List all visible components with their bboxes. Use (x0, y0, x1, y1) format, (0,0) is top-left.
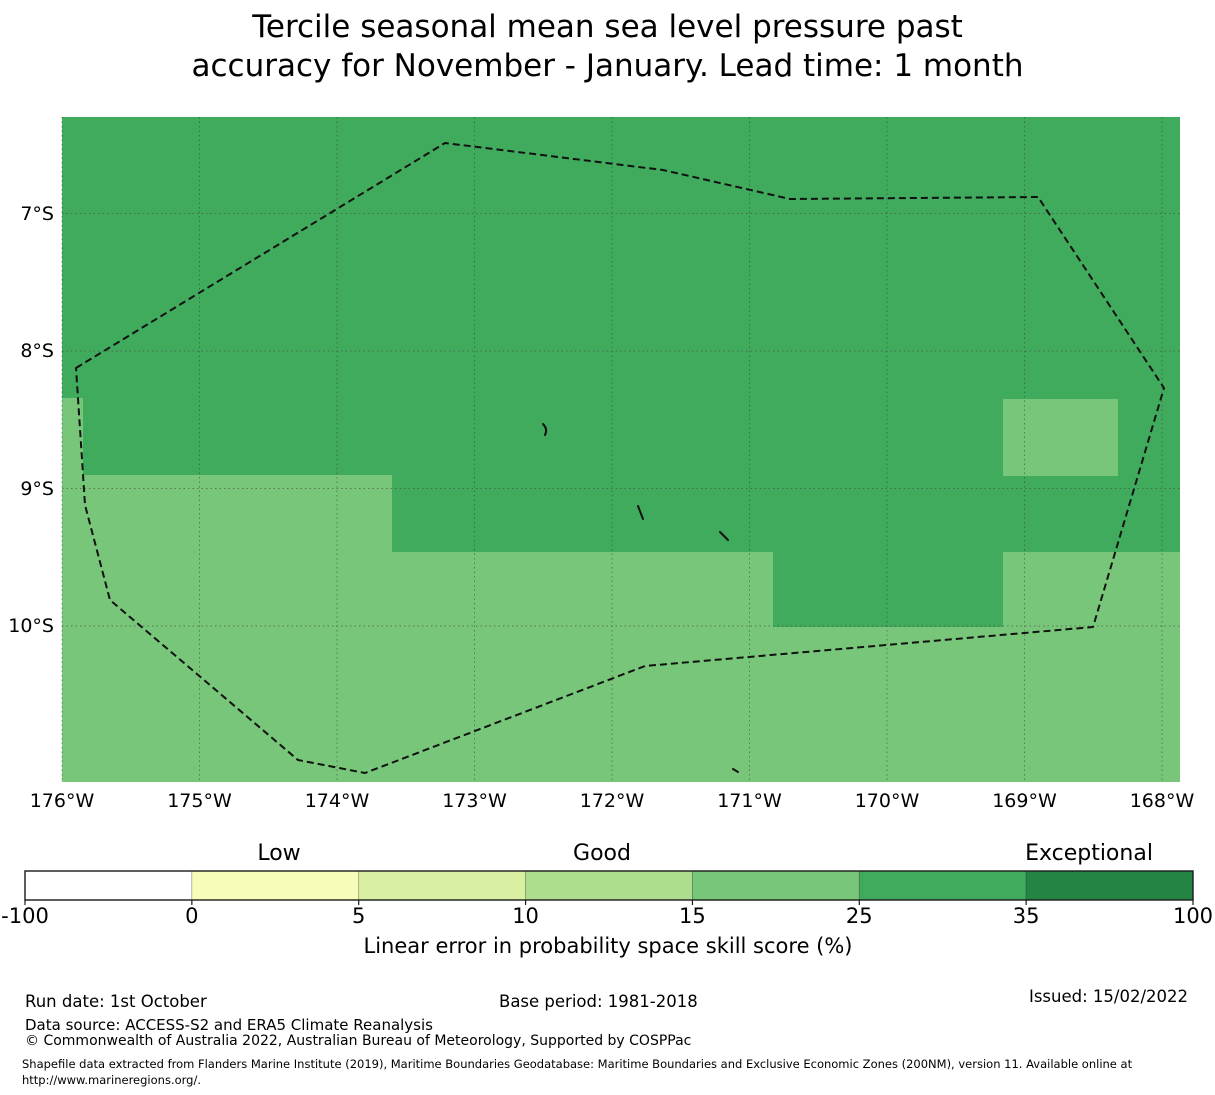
y-tick-label: 9°S (20, 477, 54, 500)
colorbar-frame (24, 870, 1194, 901)
x-tick-label: 173°W (442, 790, 507, 812)
issued-date-text: Issued: 15/02/2022 (1028, 987, 1188, 1006)
chart-title-line1: Tercile seasonal mean sea level pressure… (252, 9, 963, 45)
shapefile-attribution-line1: Shapefile data extracted from Flanders M… (22, 1057, 1133, 1071)
colorbar (24, 870, 1194, 905)
island-marks (542, 423, 739, 773)
colorbar-tick-label: -100 (1, 904, 49, 928)
map-area (62, 117, 1180, 782)
chart-title-line2: accuracy for November - January. Lead ti… (191, 48, 1024, 84)
x-tick-label: 176°W (29, 790, 95, 812)
x-tick-label: 174°W (304, 790, 370, 812)
colorbar-tick-label: 25 (845, 904, 873, 928)
map-region-light (62, 475, 392, 552)
y-tick-label: 8°S (20, 340, 54, 362)
eez-boundary-line (75, 142, 1165, 774)
map-region-light (1003, 399, 1118, 476)
data-source-text: Data source: ACCESS-S2 and ERA5 Climate … (25, 1016, 433, 1034)
colorbar-category-label: Low (257, 841, 301, 866)
copyright-text: © Commonwealth of Australia 2022, Austra… (25, 1033, 692, 1049)
colorbar-tick-label: 35 (1012, 904, 1040, 928)
colorbar-segment (358, 870, 526, 901)
run-date-text: Run date: 1st October (25, 992, 207, 1011)
x-tick-label: 172°W (579, 790, 645, 812)
colorbar-category-label: Good (573, 841, 631, 866)
x-tick-label: 171°W (717, 790, 782, 812)
island-outline (719, 531, 729, 541)
island-outline (637, 505, 644, 520)
colorbar-tick-label: 10 (512, 904, 539, 928)
island-outline (732, 768, 739, 773)
x-tick-label: 169°W (992, 790, 1057, 812)
colorbar-segment (525, 870, 693, 901)
colorbar-segment (24, 870, 193, 901)
colorbar-segment (1025, 870, 1194, 901)
eez-boundary (75, 142, 1165, 774)
x-tick-label: 168°W (1129, 790, 1195, 812)
shapefile-attribution: Shapefile data extracted from Flanders M… (22, 1056, 1132, 1088)
colorbar-segment (191, 870, 360, 901)
colorbar-segment (858, 870, 1027, 901)
graticule (61, 117, 1180, 782)
x-tick-label: 175°W (167, 790, 232, 812)
map-region-light (62, 552, 1180, 782)
y-tick-label: 7°S (20, 202, 54, 225)
colorbar-segment (692, 870, 860, 901)
colorbar-tick-label: 5 (352, 904, 366, 928)
shapefile-attribution-line2: http://www.marineregions.org/. (22, 1073, 201, 1087)
colorbar-tick-label: 100 (1172, 904, 1214, 928)
colorbar-axis-label: Linear error in probability space skill … (363, 934, 853, 958)
colorbar-category-label: Exceptional (1025, 841, 1153, 866)
base-period-text: Base period: 1981-2018 (499, 992, 698, 1011)
colorbar-tick-label: 0 (185, 904, 199, 928)
y-tick-label: 10°S (8, 615, 54, 637)
colorbar-tick-label: 15 (679, 904, 706, 928)
x-tick-label: 170°W (854, 790, 920, 812)
map-region-dark (773, 552, 1003, 627)
map-region-light (62, 398, 83, 475)
island-outline (542, 423, 548, 436)
